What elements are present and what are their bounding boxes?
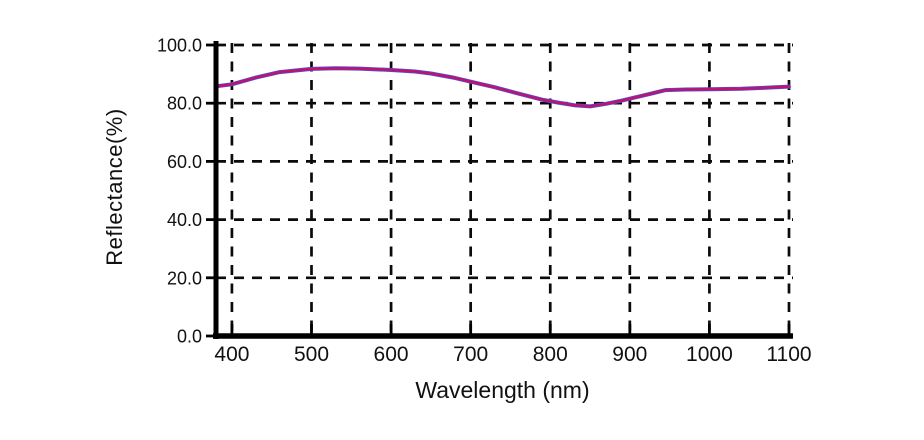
x-tick-label: 800 <box>533 343 568 366</box>
x-tick-label: 900 <box>612 343 647 366</box>
y-tick-label: 40.0 <box>167 210 202 230</box>
y-tick-label: 20.0 <box>167 268 202 288</box>
x-tick-label: 1100 <box>766 343 811 366</box>
x-tick-label: 500 <box>294 343 329 366</box>
series-blue-curve <box>214 66 791 109</box>
x-tick-label: 600 <box>374 343 409 366</box>
y-tick-label: 80.0 <box>167 94 202 114</box>
y-axis-title: Reflectance(%) <box>102 108 127 266</box>
x-axis-title: Wavelength (nm) <box>415 377 590 403</box>
x-tick-label: 1000 <box>686 343 733 366</box>
y-tick-label: 100.0 <box>157 36 202 56</box>
series-magenta-curve <box>214 67 791 108</box>
x-tick-label: 400 <box>214 343 249 366</box>
x-tick-label: 700 <box>453 343 488 366</box>
y-tick-label: 0.0 <box>177 327 202 347</box>
y-tick-label: 60.0 <box>167 152 202 172</box>
